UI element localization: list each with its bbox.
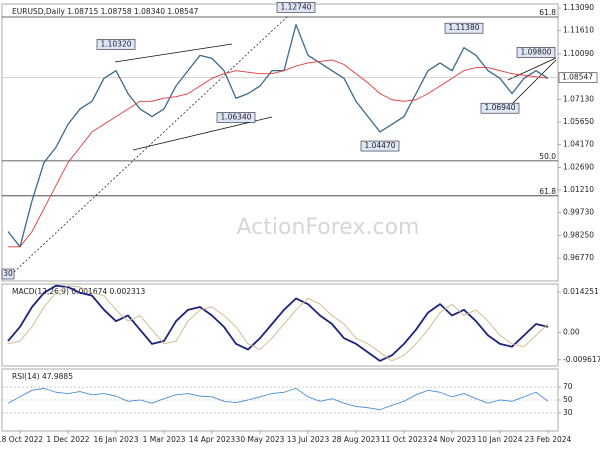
y-tick-label: 1.04170 xyxy=(563,140,594,149)
trend-line xyxy=(13,15,289,273)
price-annotation: 30 xyxy=(3,269,13,278)
x-tick-label: 28 Aug 2023 xyxy=(332,435,380,444)
y-tick-label: 70 xyxy=(563,382,573,391)
series-line xyxy=(7,285,549,362)
series-line xyxy=(7,284,549,362)
y-tick-label: 30 xyxy=(563,408,573,417)
x-tick-label: 23 Feb 2024 xyxy=(525,435,572,444)
fib-label: 50.0 xyxy=(539,152,556,161)
price-annotation: 1.09800 xyxy=(520,47,551,56)
trend-line xyxy=(507,59,557,109)
trend-line xyxy=(507,57,557,81)
price-annotation-box xyxy=(360,140,400,152)
price-annotation: 1.06340 xyxy=(220,112,251,121)
price-annotation-box xyxy=(444,22,484,34)
price-annotation-box xyxy=(216,112,256,123)
y-tick-label: 50 xyxy=(563,395,573,404)
x-tick-label: 16 Jan 2023 xyxy=(94,435,139,444)
y-tick-label: 0.014251 xyxy=(563,287,599,296)
fib-label: 61.8 xyxy=(539,8,556,17)
x-tick-label: 13 Jul 2023 xyxy=(287,435,330,444)
x-tick-label: 30 May 2023 xyxy=(236,435,285,444)
y-tick-label: 1.07130 xyxy=(563,94,594,103)
panel-title: EURUSD,Daily 1.08715 1.08758 1.08340 1.0… xyxy=(12,7,199,16)
y-tick-label: 1.02690 xyxy=(563,162,594,171)
price-annotation: 1.11380 xyxy=(448,23,479,32)
y-tick-label: 0.96770 xyxy=(563,253,594,262)
series-line xyxy=(8,59,549,248)
x-tick-label: 14 Apr 2023 xyxy=(189,435,236,444)
y-tick-label: 0.98250 xyxy=(563,230,594,239)
trend-line xyxy=(114,43,233,63)
y-tick-label: 1.13090 xyxy=(563,3,594,12)
y-tick-label: -0.009617 xyxy=(563,355,600,364)
panel-title: RSI(14) 47.9885 xyxy=(12,372,73,381)
y-tick-label: 0.99730 xyxy=(563,208,594,217)
x-tick-label: 18 Oct 2022 xyxy=(0,435,43,444)
x-tick-label: 11 Oct 2023 xyxy=(381,435,428,444)
fib-label: 61.8 xyxy=(539,187,556,196)
y-tick-label: 1.11610 xyxy=(563,26,594,35)
y-tick-label: 1.10090 xyxy=(563,49,594,58)
y-tick-label: 1.05650 xyxy=(563,117,594,126)
series-line xyxy=(7,24,549,248)
current-price-label: 1.08547 xyxy=(562,73,593,82)
x-tick-label: 24 Nov 2023 xyxy=(428,435,476,444)
price-annotation: 1.10320 xyxy=(100,39,131,48)
price-annotation-box xyxy=(480,102,520,114)
price-annotation: 1.04470 xyxy=(364,141,395,150)
x-tick-label: 1 Dec 2022 xyxy=(46,435,89,444)
current-price-box xyxy=(558,72,598,83)
x-tick-label: 1 Mar 2023 xyxy=(143,435,186,444)
price-annotation-box xyxy=(276,2,316,13)
panel-frame xyxy=(1,283,559,367)
watermark: ActionForex.com xyxy=(237,215,420,240)
price-annotation-box xyxy=(96,39,136,50)
x-tick-label: 10 Jan 2024 xyxy=(478,435,523,444)
price-annotation-box xyxy=(1,268,15,280)
price-annotation-box xyxy=(516,47,556,58)
price-annotation: 1.12740 xyxy=(280,2,311,11)
price-annotation: 1.06940 xyxy=(484,103,515,112)
y-tick-label: 0.00 xyxy=(563,328,580,337)
y-tick-label: 1.01210 xyxy=(563,185,594,194)
series-line xyxy=(7,387,549,411)
